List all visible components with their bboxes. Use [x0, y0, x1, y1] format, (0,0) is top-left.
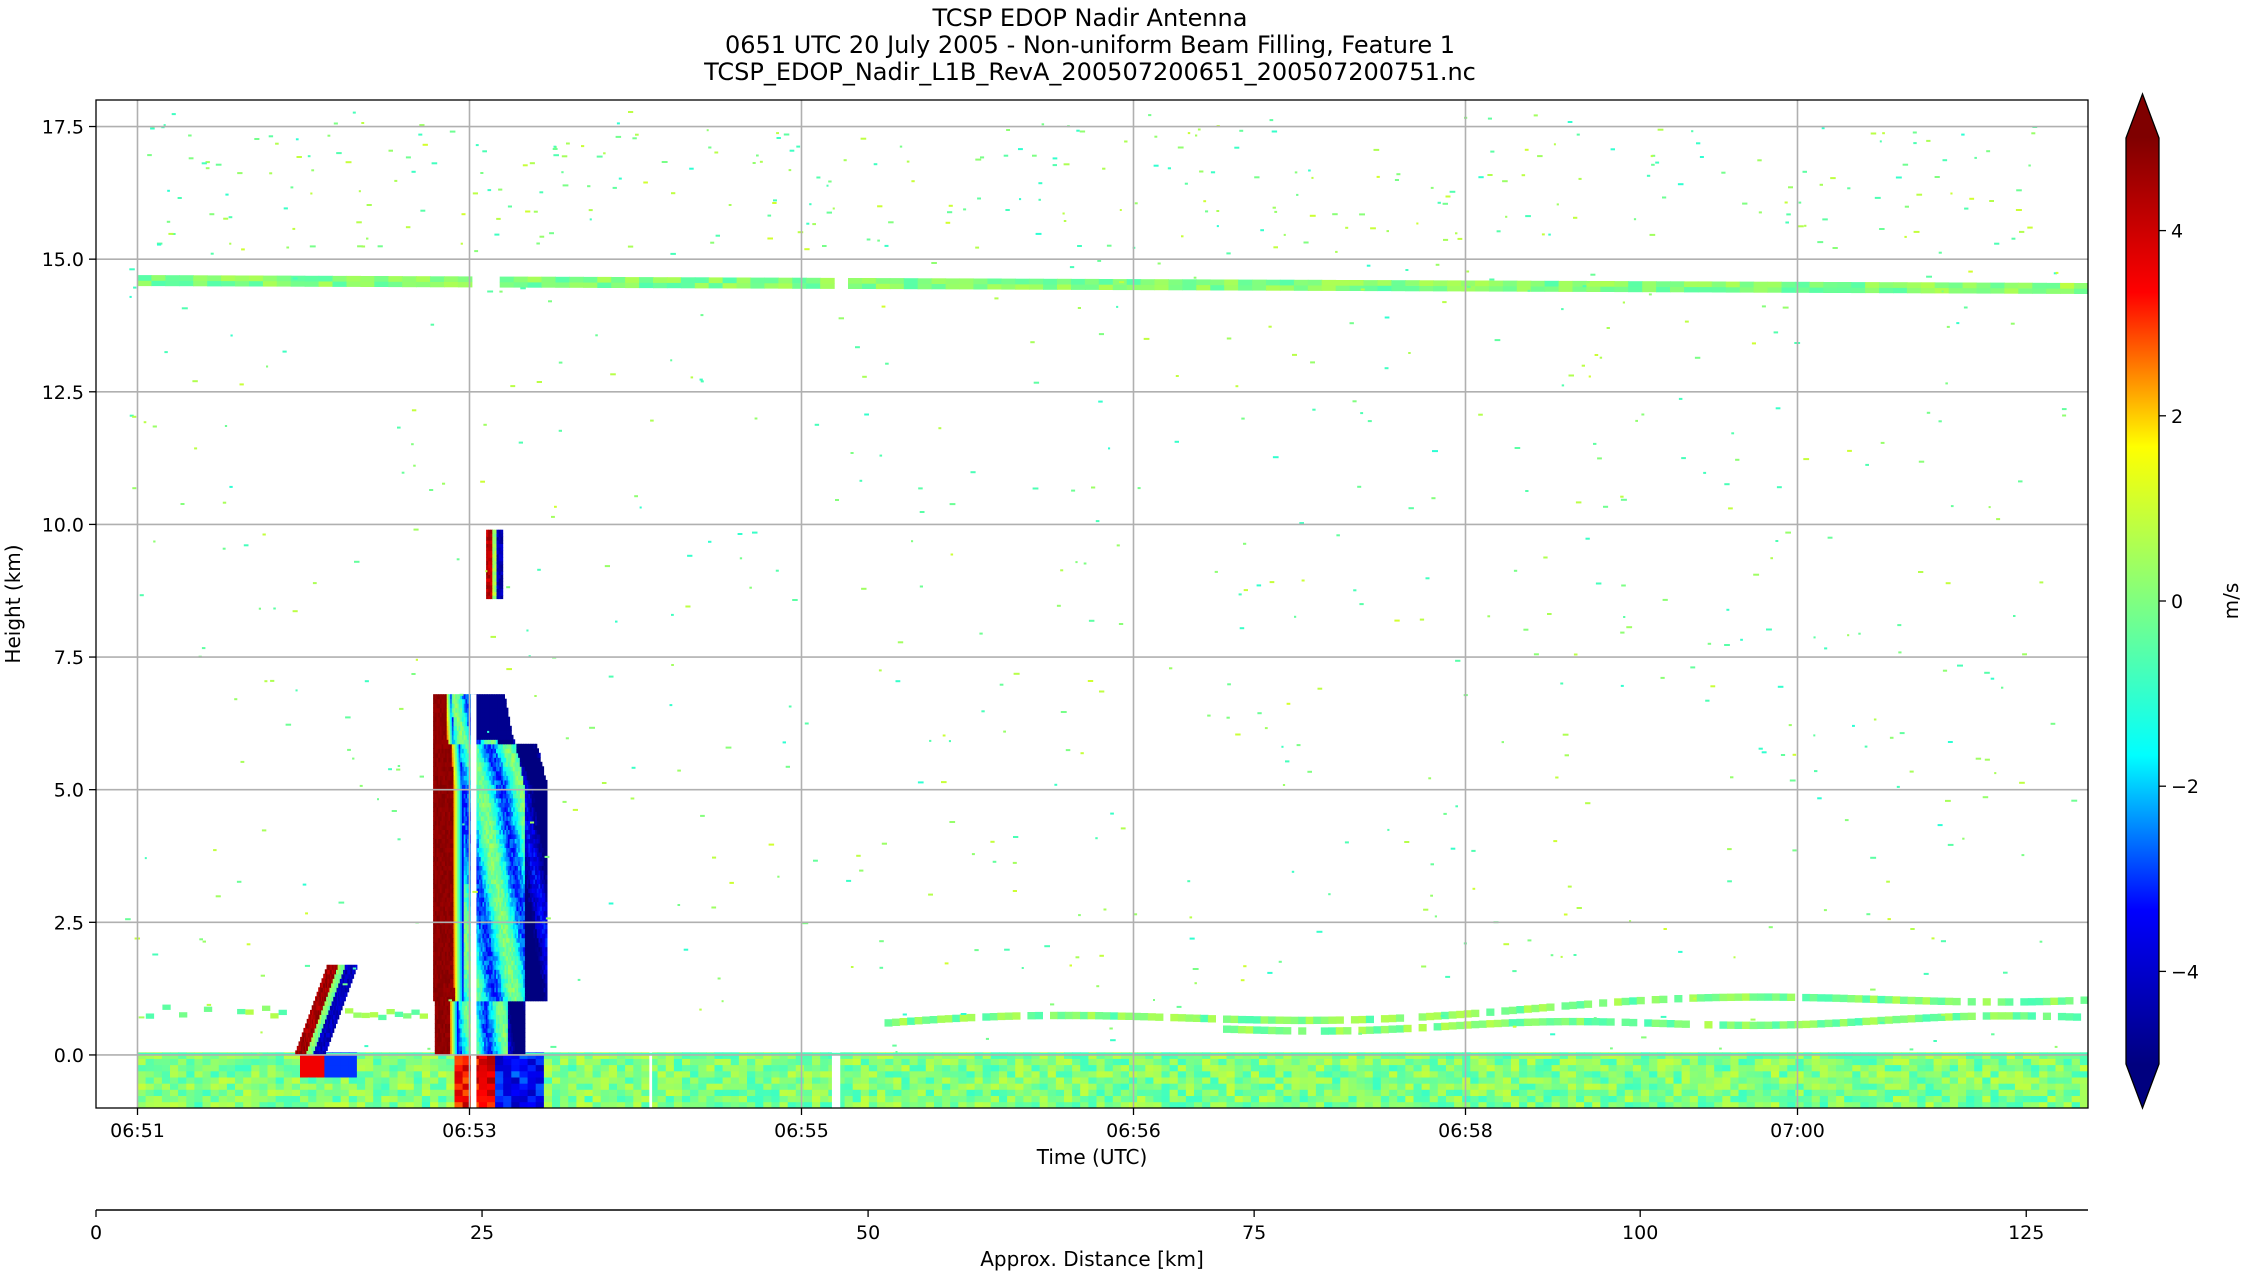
grid — [96, 100, 2088, 1108]
plot-frame — [95, 99, 2089, 1109]
distance-tick-label: 125 — [2008, 1222, 2044, 1244]
distance-tick-label: 25 — [470, 1222, 494, 1244]
plot-area — [95, 99, 2089, 1109]
distance-tick-label: 0 — [90, 1222, 102, 1244]
y-axis-label: Height (km) — [1, 544, 25, 663]
colorbar-under-extension — [2126, 1064, 2159, 1108]
colorbar: −4 −2 0 2 4 — [2125, 92, 2199, 1110]
x-tick-label: 06:53 — [442, 1120, 497, 1142]
x-tick-label: 06:58 — [1438, 1120, 1493, 1142]
y-tick-label: 2.5 — [54, 912, 84, 934]
upper-level-layer — [137, 275, 2088, 294]
x-axis: 06:51 06:53 06:55 06:56 06:58 07:00 — [110, 1108, 1825, 1142]
colorbar-over-extension — [2126, 94, 2159, 138]
y-tick-label: 12.5 — [42, 382, 84, 404]
distance-axis: 0 25 50 75 100 125 — [90, 1209, 2088, 1244]
x-tick-label: 06:55 — [774, 1120, 829, 1142]
chart-title-line-3: TCSP_EDOP_Nadir_L1B_RevA_200507200651_20… — [703, 58, 1476, 86]
noise-speckle — [125, 111, 2078, 1057]
distance-tick-label: 50 — [856, 1222, 880, 1244]
y-tick-label: 7.5 — [54, 647, 84, 669]
distance-tick-label: 100 — [1622, 1222, 1658, 1244]
colorbar-gradient — [2126, 138, 2159, 1064]
velocity-field — [125, 111, 2088, 1108]
colorbar-tick-label: 2 — [2171, 406, 2183, 428]
distance-axis-label: Approx. Distance [km] — [980, 1247, 1204, 1271]
y-axis: 0.0 2.5 5.0 7.5 10.0 12.5 15.0 17.5 — [42, 117, 96, 1067]
x-axis-label: Time (UTC) — [1036, 1145, 1148, 1169]
y-tick-label: 10.0 — [42, 514, 84, 536]
x-tick-label: 07:00 — [1770, 1120, 1825, 1142]
colorbar-label: m/s — [2219, 583, 2243, 620]
y-tick-label: 15.0 — [42, 249, 84, 271]
distance-tick-label: 75 — [1242, 1222, 1266, 1244]
colorbar-tick-label: −2 — [2171, 776, 2199, 798]
y-tick-label: 0.0 — [54, 1045, 84, 1067]
low-level-layer — [145, 993, 2088, 1035]
colorbar-tick-label: 0 — [2171, 591, 2183, 613]
chart-title-line-2: 0651 UTC 20 July 2005 - Non-uniform Beam… — [725, 31, 1455, 59]
surface-return — [137, 1052, 2088, 1108]
y-tick-label: 17.5 — [42, 117, 84, 139]
y-tick-label: 5.0 — [54, 780, 84, 802]
colorbar-tick-label: 4 — [2171, 221, 2183, 243]
colorbar-tick-label: −4 — [2171, 961, 2199, 983]
x-tick-label: 06:56 — [1106, 1120, 1161, 1142]
x-tick-label: 06:51 — [110, 1120, 165, 1142]
chart-title-line-1: TCSP EDOP Nadir Antenna — [932, 4, 1248, 32]
small-shallow-cell — [295, 964, 358, 1056]
elevated-echo — [486, 529, 504, 600]
